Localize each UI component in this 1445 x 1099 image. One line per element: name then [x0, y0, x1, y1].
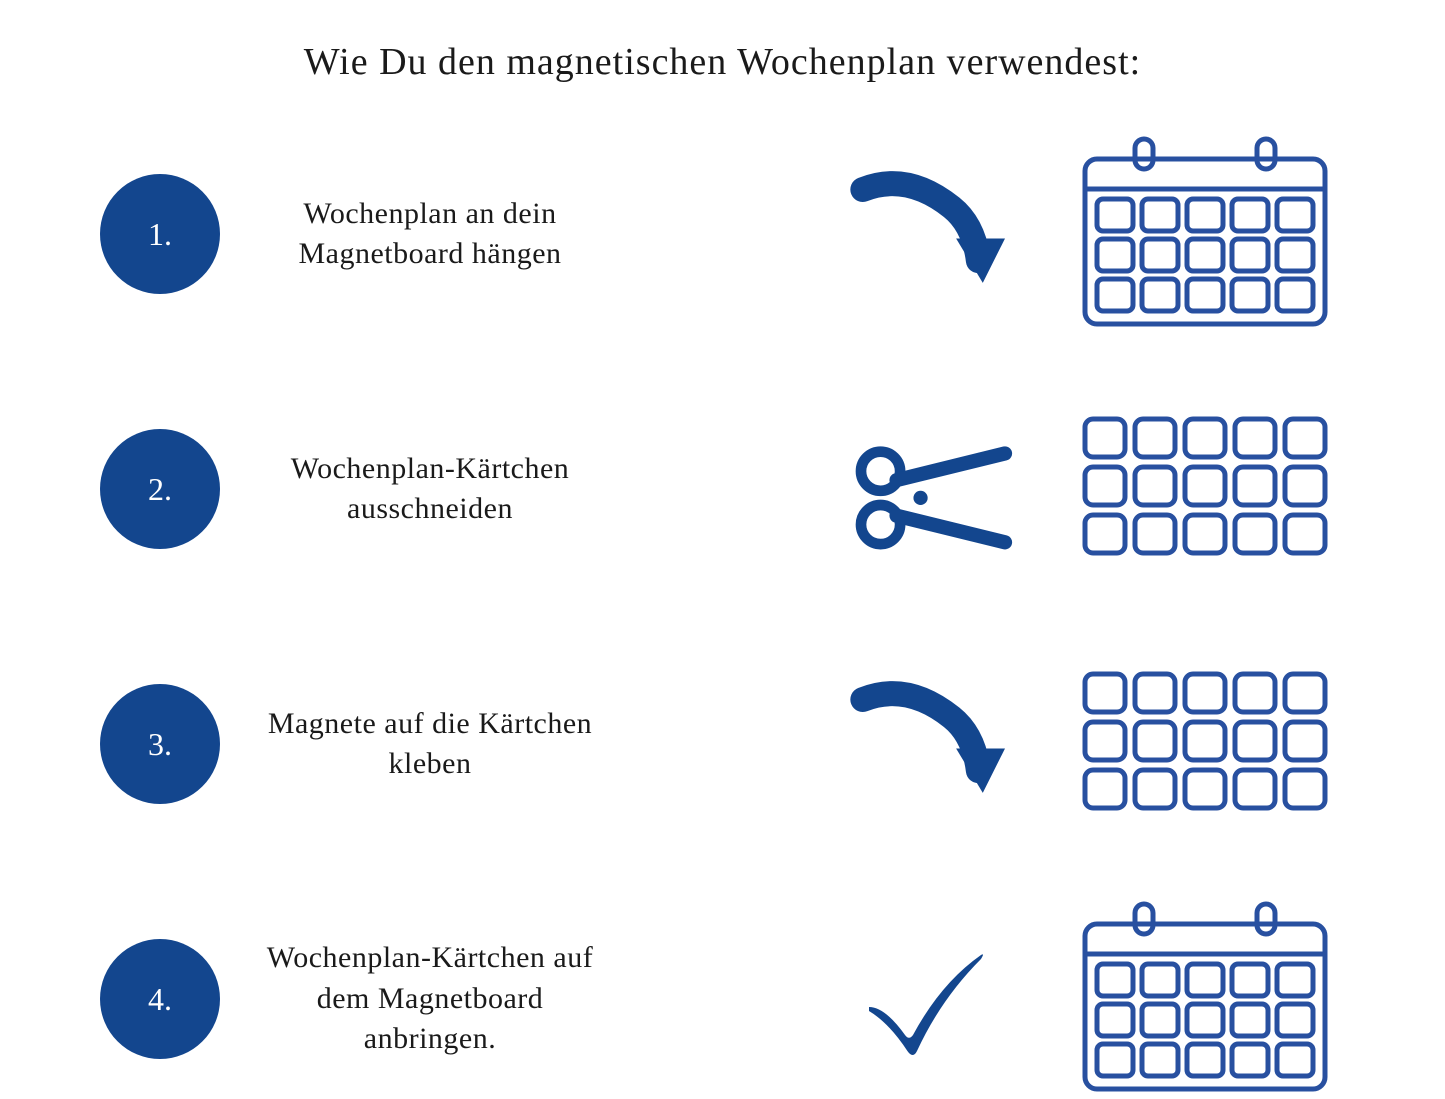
step-number-1: 1.: [148, 216, 172, 253]
step-circle-4: 4.: [100, 939, 220, 1059]
cards-grid-icon: [1065, 389, 1345, 589]
scissors-icon: [825, 399, 1025, 579]
step-circle-3: 3.: [100, 684, 220, 804]
page-title: Wie Du den magnetischen Wochenplan verwe…: [60, 40, 1385, 84]
step-circle-2: 2.: [100, 429, 220, 549]
calendar-icon: [1065, 899, 1345, 1099]
step-3: 3. Magnete auf die Kärtchen kleben: [100, 644, 1345, 844]
checkmark-icon: [825, 909, 1025, 1089]
step-circle-1: 1.: [100, 174, 220, 294]
step-4: 4. Wochenplan-Kärtchen auf dem Magnetboa…: [100, 899, 1345, 1099]
step-number-2: 2.: [148, 471, 172, 508]
step-number-4: 4.: [148, 981, 172, 1018]
step-1: 1. Wochenplan an dein Magnetboard hängen: [100, 134, 1345, 334]
step-number-3: 3.: [148, 726, 172, 763]
step-text-1: Wochenplan an dein Magnetboard hängen: [260, 194, 600, 275]
arrow-curve-icon: [825, 654, 1025, 834]
steps-container: 1. Wochenplan an dein Magnetboard hängen: [60, 134, 1385, 1099]
calendar-icon: [1065, 134, 1345, 334]
step-2: 2. Wochenplan-Kärtchen ausschneiden: [100, 389, 1345, 589]
step-text-4: Wochenplan-Kärtchen auf dem Magnetboard …: [260, 938, 600, 1060]
step-text-2: Wochenplan-Kärtchen ausschneiden: [260, 449, 600, 530]
arrow-curve-icon: [825, 144, 1025, 324]
cards-grid-icon: [1065, 644, 1345, 844]
step-text-3: Magnete auf die Kärtchen kleben: [260, 704, 600, 785]
